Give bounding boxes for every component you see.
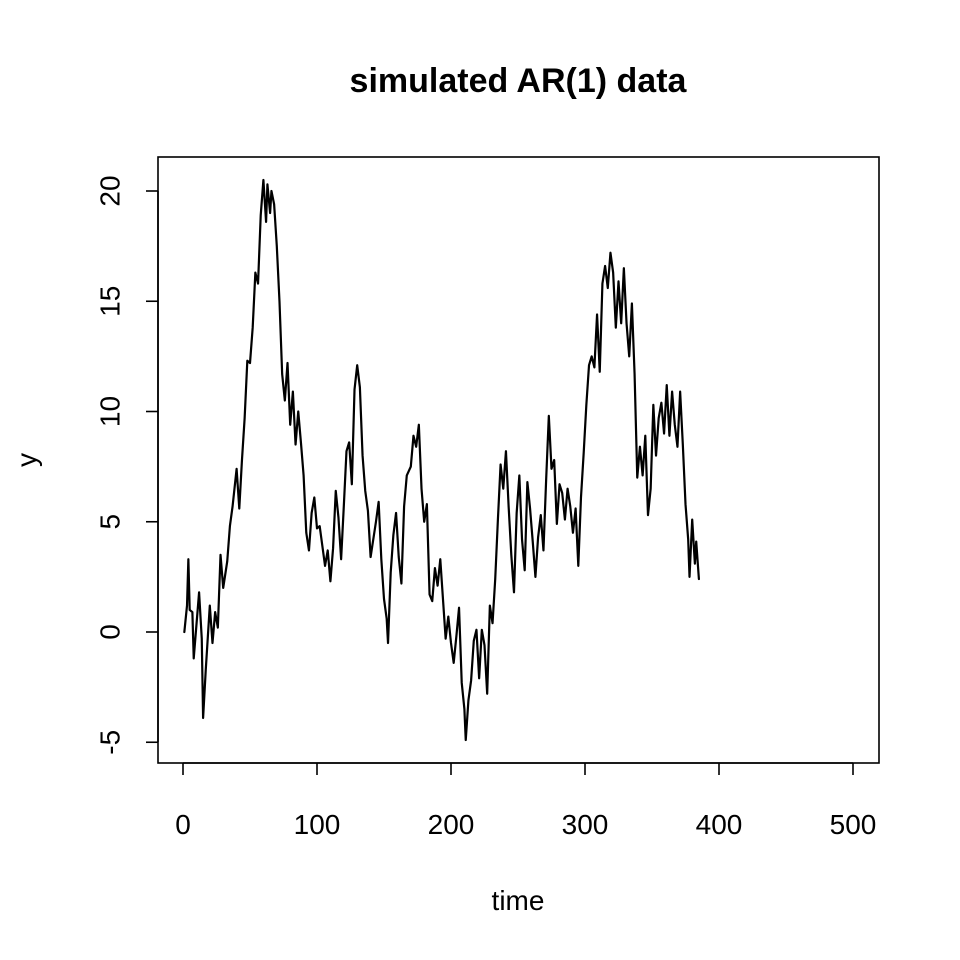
plot-frame <box>157 156 880 764</box>
y-tick-label: 20 <box>95 175 126 206</box>
y-axis-label: y <box>11 453 42 467</box>
x-ticks: 0 100 200 300 400 500 <box>175 763 876 840</box>
y-tick-label: 15 <box>95 286 126 317</box>
series-layer <box>183 178 701 742</box>
y-tick-label: -5 <box>95 730 126 755</box>
x-tick-label: 0 <box>175 809 191 840</box>
series-line <box>183 178 701 742</box>
x-axis-label: time <box>492 885 545 916</box>
y-tick-label: 10 <box>95 396 126 427</box>
x-tick-label: 500 <box>830 809 877 840</box>
x-tick-label: 400 <box>696 809 743 840</box>
chart-title: simulated AR(1) data <box>350 62 688 100</box>
y-tick-label: 0 <box>95 624 126 640</box>
y-tick-label: 5 <box>95 514 126 530</box>
x-tick-label: 200 <box>428 809 475 840</box>
x-tick-label: 300 <box>562 809 609 840</box>
y-ticks: -5 0 5 10 15 20 <box>95 175 158 755</box>
x-tick-label: 100 <box>294 809 341 840</box>
